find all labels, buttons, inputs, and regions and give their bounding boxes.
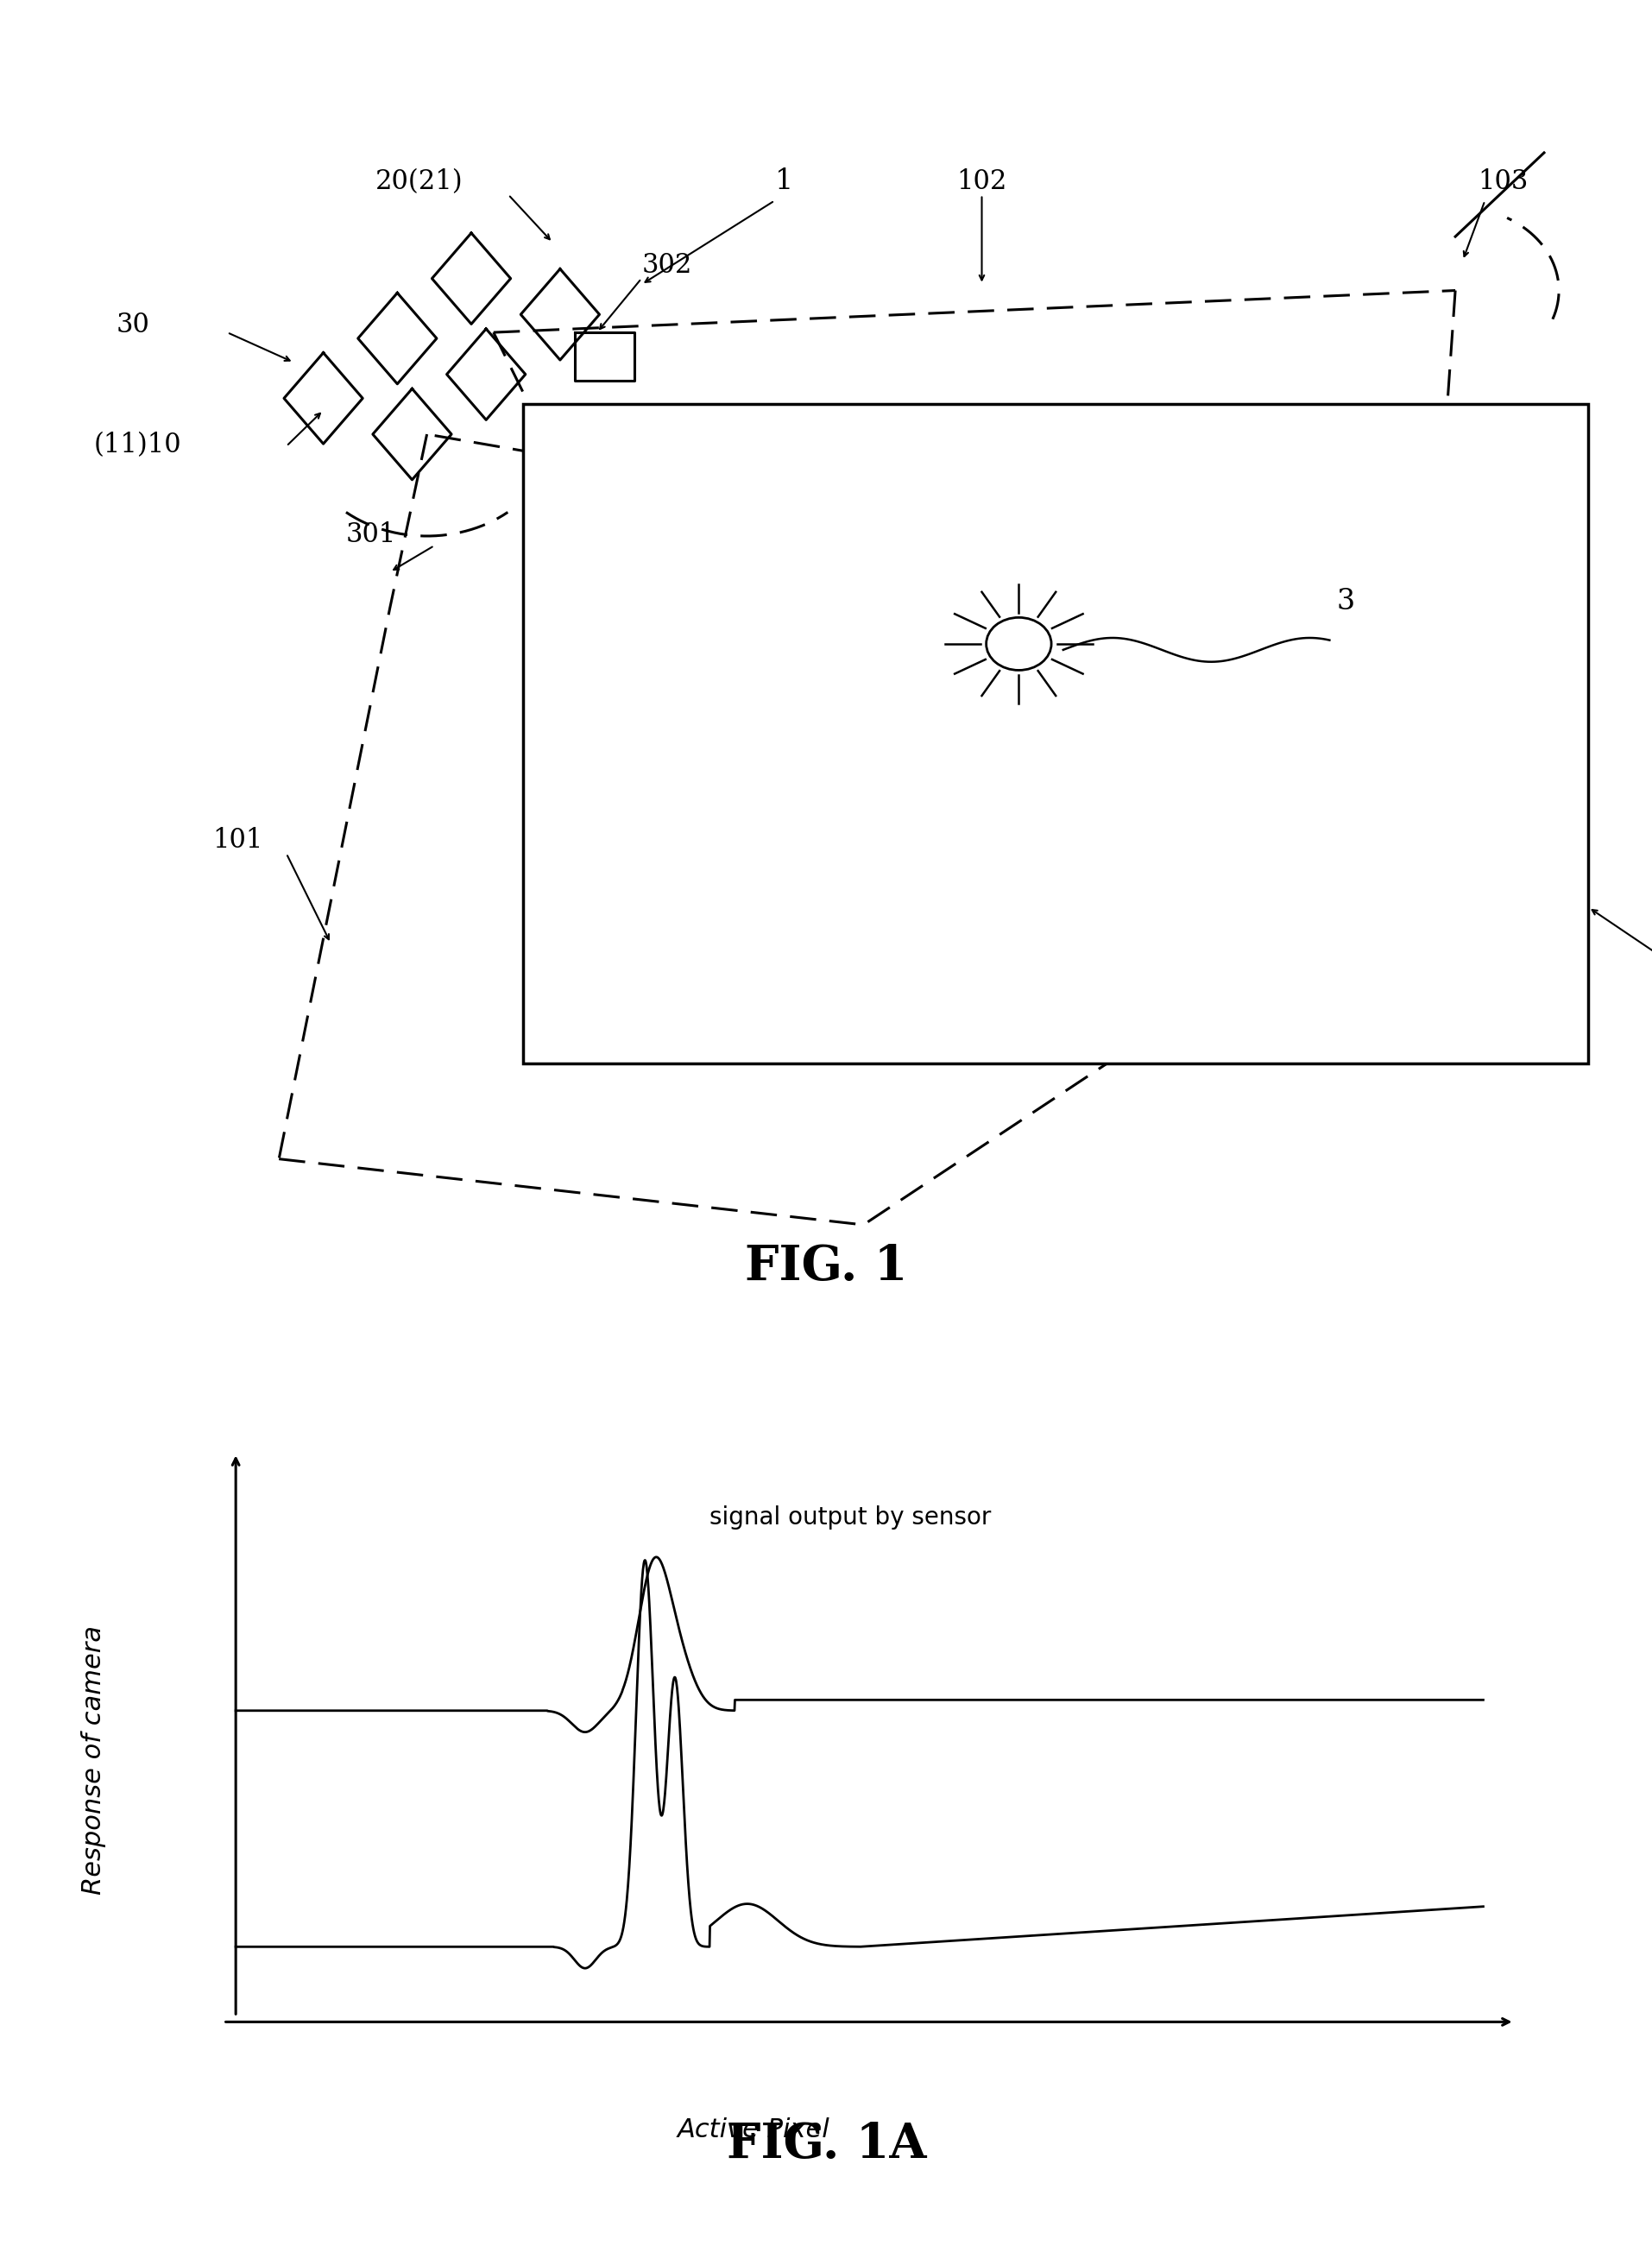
Text: 20(21): 20(21) <box>375 168 463 195</box>
Text: 103: 103 <box>1477 168 1526 195</box>
Text: 30: 30 <box>116 312 150 339</box>
Text: 302: 302 <box>641 252 692 279</box>
Text: FIG. 1A: FIG. 1A <box>727 2120 925 2170</box>
Text: 102: 102 <box>957 168 1006 195</box>
Text: Response of camera: Response of camera <box>81 1626 106 1893</box>
Circle shape <box>986 618 1051 669</box>
Text: signal output by sensor: signal output by sensor <box>709 1505 991 1530</box>
Text: 301: 301 <box>345 521 396 548</box>
Text: 101: 101 <box>211 827 263 853</box>
Bar <box>522 404 1588 1062</box>
Text: (11)10: (11)10 <box>94 431 182 458</box>
Text: Active Pixel: Active Pixel <box>677 2118 829 2143</box>
Text: 3: 3 <box>1336 588 1355 615</box>
Text: 1: 1 <box>775 166 793 195</box>
Text: FIG. 1: FIG. 1 <box>745 1244 907 1291</box>
